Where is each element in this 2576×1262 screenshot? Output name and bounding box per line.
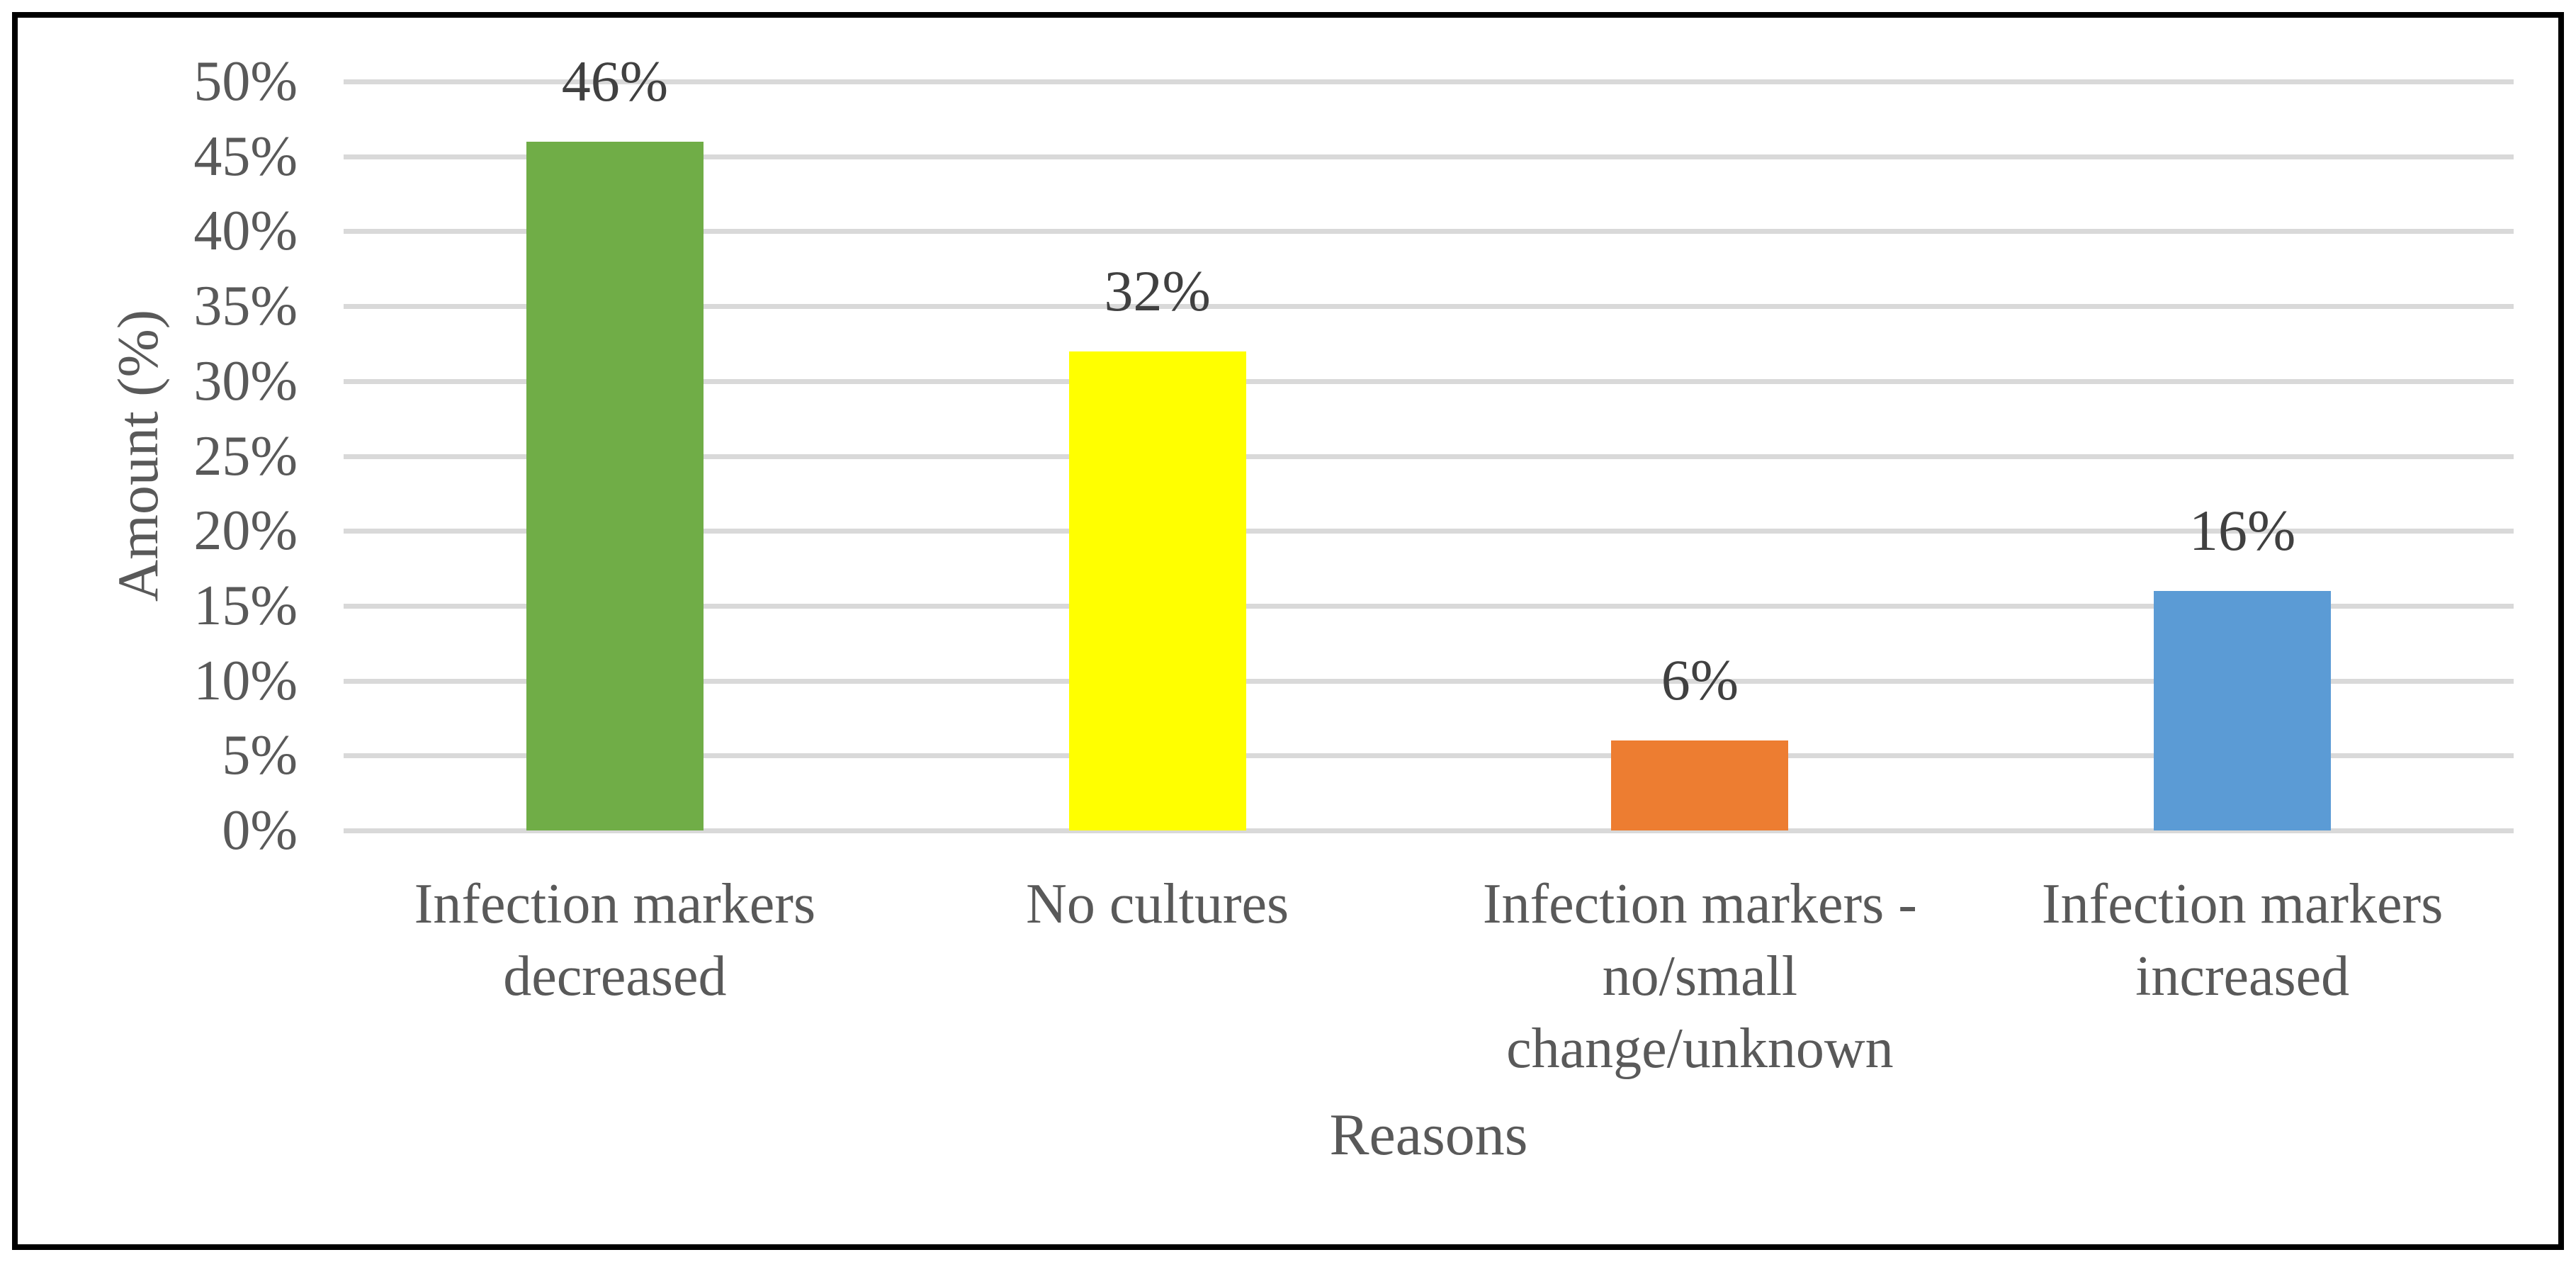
category-label-line: increased — [2135, 945, 2350, 1008]
data-label-4: 16% — [2188, 497, 2296, 563]
chart-border — [12, 12, 2564, 1250]
gridline — [344, 529, 2514, 534]
bar-3 — [1611, 740, 1789, 830]
gridline — [344, 378, 2514, 384]
plot-area: 46% 32% 6% 16% — [344, 49, 2514, 833]
y-tick-label: 20% — [193, 500, 298, 563]
gridline — [344, 79, 2514, 84]
gridline — [344, 453, 2514, 459]
category-label-line: Infection markers - — [1482, 873, 1917, 935]
gridline — [344, 603, 2514, 609]
category-label-3: Infection markers - no/small change/unknow… — [1445, 868, 1955, 1085]
y-tick-label: 50% — [193, 50, 298, 113]
gridline — [344, 154, 2514, 159]
bar-2 — [1068, 351, 1246, 830]
gridline — [344, 229, 2514, 235]
data-label-3: 6% — [1661, 648, 1739, 713]
y-axis-tick-labels: 0% 5% 10% 15% 20% 25% 30% 35% 40% 45% 50% — [0, 0, 298, 1262]
gridline — [344, 304, 2514, 310]
y-tick-label: 25% — [193, 424, 298, 488]
gridline — [344, 678, 2514, 684]
y-tick-label: 15% — [193, 574, 298, 637]
x-axis-category-labels: Infection markers decreased No cultures Inf… — [344, 868, 2514, 1088]
x-axis-title: Reasons — [1329, 1102, 1528, 1168]
category-label-line: decreased — [503, 945, 727, 1008]
category-label-line: no/small — [1602, 945, 1798, 1008]
y-tick-label: 30% — [193, 349, 298, 412]
category-label-line: Infection markers — [2041, 873, 2444, 935]
category-label-line: change/unknown — [1506, 1018, 1894, 1080]
y-tick-label: 45% — [193, 125, 298, 188]
y-tick-label: 35% — [193, 275, 298, 338]
category-label-2: No cultures — [903, 868, 1413, 940]
bar-4 — [2154, 590, 2332, 830]
category-label-1: Infection markers decreased — [360, 868, 870, 1013]
category-label-4: Infection markers increased — [1987, 868, 2497, 1013]
y-tick-label: 0% — [222, 799, 298, 862]
category-label-line: No cultures — [1026, 873, 1289, 935]
y-tick-label: 5% — [222, 724, 298, 787]
gridline — [344, 753, 2514, 759]
gridline — [344, 828, 2514, 833]
bar-1 — [526, 141, 704, 830]
data-label-2: 32% — [1104, 258, 1211, 323]
data-label-1: 46% — [561, 48, 669, 113]
y-tick-label: 10% — [193, 649, 298, 712]
category-label-line: Infection markers — [414, 873, 816, 935]
y-tick-label: 40% — [193, 200, 298, 263]
